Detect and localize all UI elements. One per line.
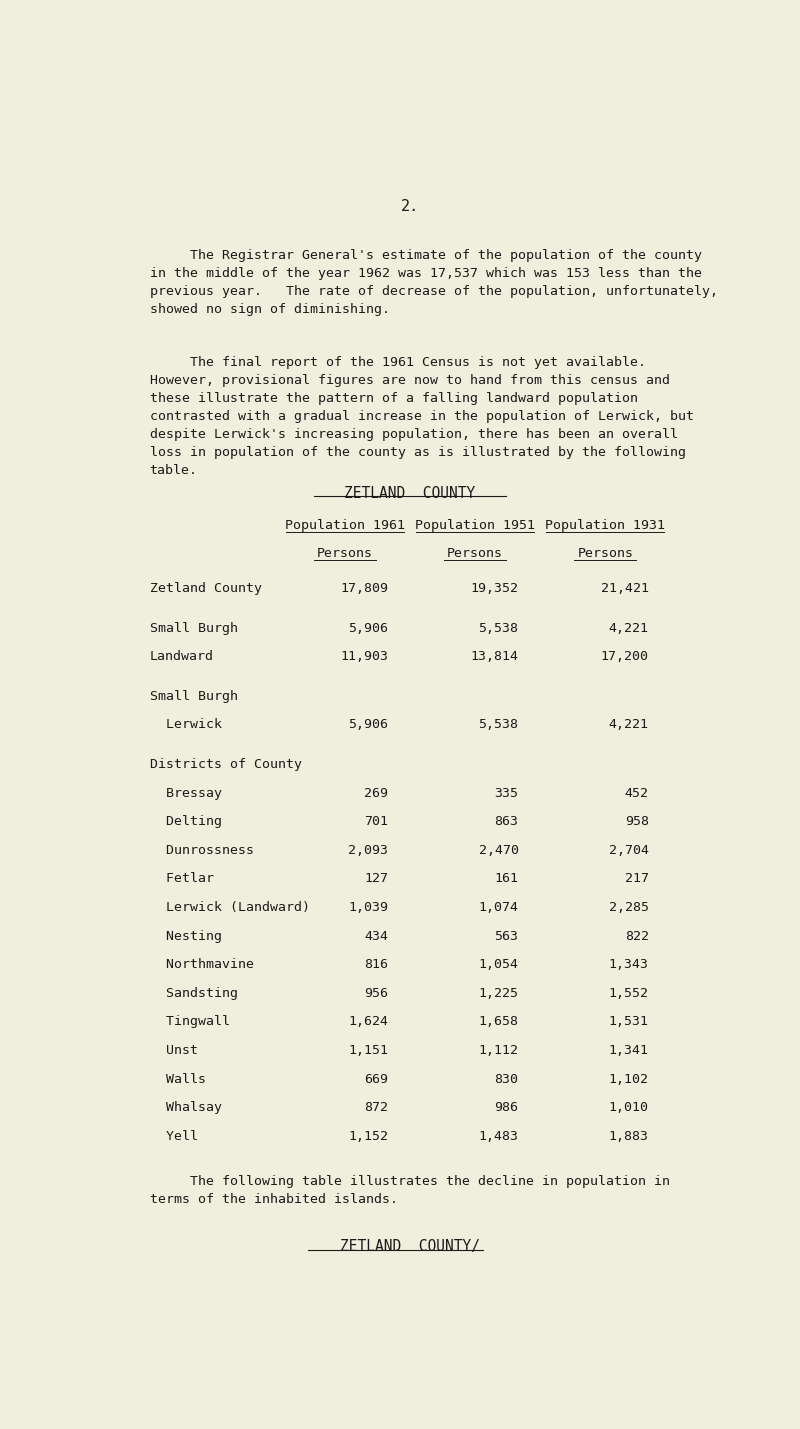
Text: 863: 863 [494,815,518,829]
Text: Persons: Persons [317,547,373,560]
Text: 5,538: 5,538 [478,719,518,732]
Text: 1,552: 1,552 [609,987,649,1000]
Text: 434: 434 [364,930,388,943]
Text: 161: 161 [494,872,518,886]
Text: 701: 701 [364,815,388,829]
Text: 956: 956 [364,987,388,1000]
Text: 11,903: 11,903 [340,650,388,663]
Text: 1,074: 1,074 [478,902,518,915]
Text: Dunrossness: Dunrossness [150,843,254,857]
Text: 2,285: 2,285 [609,902,649,915]
Text: 4,221: 4,221 [609,622,649,634]
Text: Fetlar: Fetlar [150,872,214,886]
Text: Population 1961: Population 1961 [285,519,405,532]
Text: 830: 830 [494,1073,518,1086]
Text: 4,221: 4,221 [609,719,649,732]
Text: Districts of County: Districts of County [150,757,302,772]
Text: 17,200: 17,200 [601,650,649,663]
Text: 1,102: 1,102 [609,1073,649,1086]
Text: The following table illustrates the decline in population in
terms of the inhabi: The following table illustrates the decl… [150,1175,670,1206]
Text: 1,010: 1,010 [609,1102,649,1115]
Text: 1,225: 1,225 [478,987,518,1000]
Text: 1,039: 1,039 [348,902,388,915]
Text: The Registrar General's estimate of the population of the county
in the middle o: The Registrar General's estimate of the … [150,249,718,316]
Text: 269: 269 [364,786,388,800]
Text: 21,421: 21,421 [601,582,649,594]
Text: 2,093: 2,093 [348,843,388,857]
Text: Lerwick: Lerwick [150,719,222,732]
Text: Persons: Persons [578,547,634,560]
Text: 872: 872 [364,1102,388,1115]
Text: 986: 986 [494,1102,518,1115]
Text: 1,343: 1,343 [609,959,649,972]
Text: Bressay: Bressay [150,786,222,800]
Text: Walls: Walls [150,1073,206,1086]
Text: Small Burgh: Small Burgh [150,622,238,634]
Text: 335: 335 [494,786,518,800]
Text: 1,883: 1,883 [609,1130,649,1143]
Text: 127: 127 [364,872,388,886]
Text: Small Burgh: Small Burgh [150,690,238,703]
Text: Sandsting: Sandsting [150,987,238,1000]
Text: 563: 563 [494,930,518,943]
Text: 19,352: 19,352 [470,582,518,594]
Text: 958: 958 [625,815,649,829]
Text: Population 1931: Population 1931 [546,519,666,532]
Text: 822: 822 [625,930,649,943]
Text: 5,906: 5,906 [348,719,388,732]
Text: 1,151: 1,151 [348,1045,388,1057]
Text: 669: 669 [364,1073,388,1086]
Text: 1,112: 1,112 [478,1045,518,1057]
Text: ZETLAND  COUNTY: ZETLAND COUNTY [344,486,476,502]
Text: 1,658: 1,658 [478,1016,518,1029]
Text: 816: 816 [364,959,388,972]
Text: 452: 452 [625,786,649,800]
Text: Landward: Landward [150,650,214,663]
Text: Population 1951: Population 1951 [415,519,535,532]
Text: Tingwall: Tingwall [150,1016,230,1029]
Text: 5,538: 5,538 [478,622,518,634]
Text: Whalsay: Whalsay [150,1102,222,1115]
Text: ZETLAND  COUNTY/: ZETLAND COUNTY/ [340,1239,480,1253]
Text: 1,483: 1,483 [478,1130,518,1143]
Text: 2,470: 2,470 [478,843,518,857]
Text: Nesting: Nesting [150,930,222,943]
Text: 217: 217 [625,872,649,886]
Text: 1,054: 1,054 [478,959,518,972]
Text: Persons: Persons [447,547,503,560]
Text: 1,624: 1,624 [348,1016,388,1029]
Text: Zetland County: Zetland County [150,582,262,594]
Text: 1,531: 1,531 [609,1016,649,1029]
Text: 17,809: 17,809 [340,582,388,594]
Text: 2,704: 2,704 [609,843,649,857]
Text: 1,341: 1,341 [609,1045,649,1057]
Text: Northmavine: Northmavine [150,959,254,972]
Text: Unst: Unst [150,1045,198,1057]
Text: 5,906: 5,906 [348,622,388,634]
Text: Delting: Delting [150,815,222,829]
Text: 2.: 2. [401,199,419,214]
Text: Yell: Yell [150,1130,198,1143]
Text: 1,152: 1,152 [348,1130,388,1143]
Text: The final report of the 1961 Census is not yet available.
However, provisional f: The final report of the 1961 Census is n… [150,356,694,477]
Text: 13,814: 13,814 [470,650,518,663]
Text: Lerwick (Landward): Lerwick (Landward) [150,902,310,915]
